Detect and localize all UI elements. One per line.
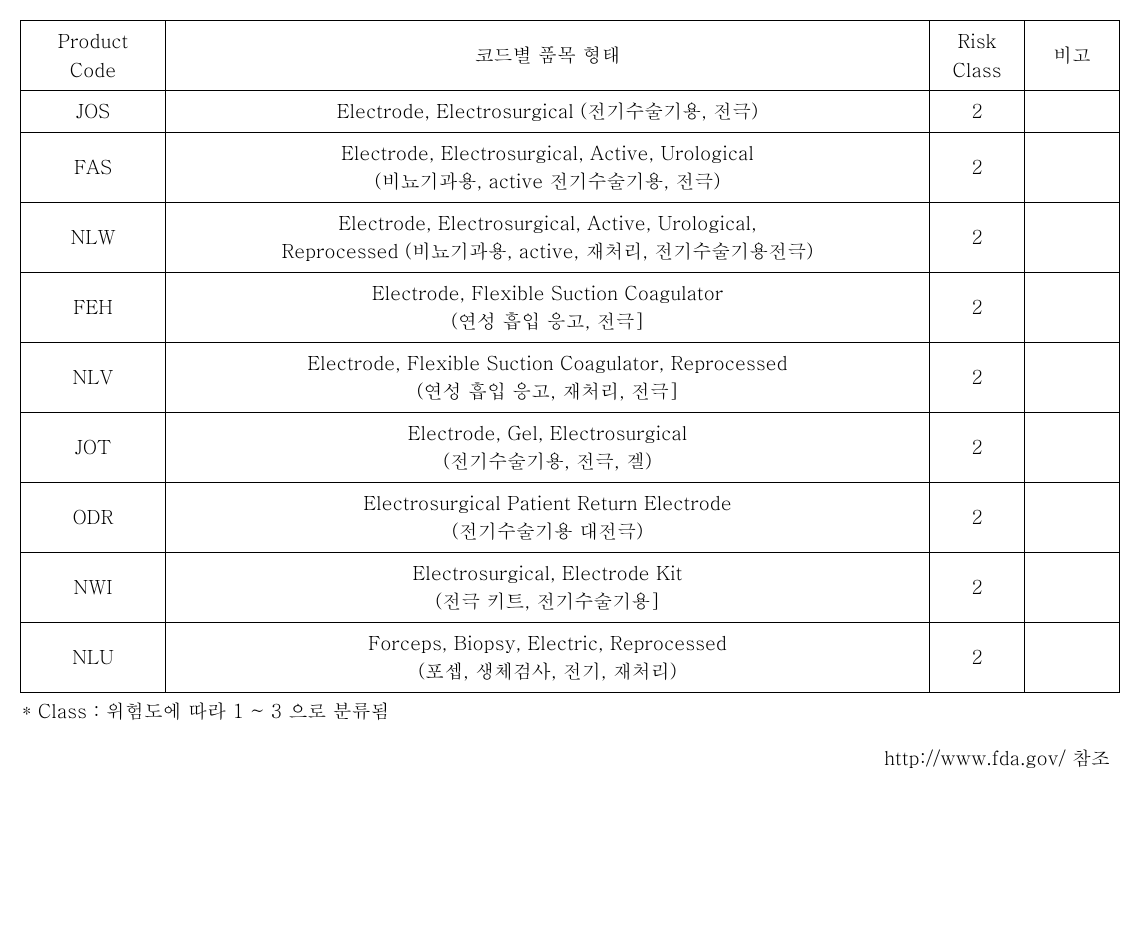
cell-note bbox=[1025, 552, 1120, 622]
cell-risk: 2 bbox=[930, 552, 1025, 622]
cell-note bbox=[1025, 91, 1120, 133]
cell-risk: 2 bbox=[930, 622, 1025, 692]
cell-note bbox=[1025, 132, 1120, 202]
cell-code: JOS bbox=[21, 91, 166, 133]
table-row: NLW Electrode, Electrosurgical, Active, … bbox=[21, 202, 1120, 272]
cell-desc: Electrode, Electrosurgical, Active, Urol… bbox=[166, 202, 930, 272]
table-row: NLV Electrode, Flexible Suction Coagulat… bbox=[21, 342, 1120, 412]
cell-note bbox=[1025, 622, 1120, 692]
cell-code: NWI bbox=[21, 552, 166, 622]
cell-risk: 2 bbox=[930, 132, 1025, 202]
table-row: JOS Electrode, Electrosurgical (전기수술기용, … bbox=[21, 91, 1120, 133]
cell-desc: Forceps, Biopsy, Electric, Reprocessed (… bbox=[166, 622, 930, 692]
table-row: JOT Electrode, Gel, Electrosurgical (전기수… bbox=[21, 412, 1120, 482]
header-product-code: Product Code bbox=[21, 21, 166, 91]
header-risk-class: Risk Class bbox=[930, 21, 1025, 91]
cell-risk: 2 bbox=[930, 342, 1025, 412]
cell-code: ODR bbox=[21, 482, 166, 552]
cell-risk: 2 bbox=[930, 91, 1025, 133]
cell-risk: 2 bbox=[930, 412, 1025, 482]
table-row: FEH Electrode, Flexible Suction Coagulat… bbox=[21, 272, 1120, 342]
cell-code: NLW bbox=[21, 202, 166, 272]
cell-desc: Electrode, Flexible Suction Coagulator, … bbox=[166, 342, 930, 412]
cell-note bbox=[1025, 342, 1120, 412]
header-description: 코드별 품목 형태 bbox=[166, 21, 930, 91]
cell-desc: Electrode, Gel, Electrosurgical (전기수술기용,… bbox=[166, 412, 930, 482]
table-row: FAS Electrode, Electrosurgical, Active, … bbox=[21, 132, 1120, 202]
cell-risk: 2 bbox=[930, 482, 1025, 552]
cell-code: NLU bbox=[21, 622, 166, 692]
cell-note bbox=[1025, 482, 1120, 552]
cell-note bbox=[1025, 202, 1120, 272]
table-header-row: Product Code 코드별 품목 형태 Risk Class 비고 bbox=[21, 21, 1120, 91]
header-note: 비고 bbox=[1025, 21, 1120, 91]
table-row: NLU Forceps, Biopsy, Electric, Reprocess… bbox=[21, 622, 1120, 692]
cell-desc: Electrode, Electrosurgical (전기수술기용, 전극) bbox=[166, 91, 930, 133]
cell-code: FAS bbox=[21, 132, 166, 202]
footnote-text: * Class : 위험도에 따라 1 ~ 3 으로 분류됨 bbox=[20, 697, 1120, 724]
source-text: http://www.fda.gov/ 참조 bbox=[20, 744, 1120, 771]
cell-risk: 2 bbox=[930, 202, 1025, 272]
cell-desc: Electrosurgical, Electrode Kit (전극 키트, 전… bbox=[166, 552, 930, 622]
cell-risk: 2 bbox=[930, 272, 1025, 342]
cell-note bbox=[1025, 412, 1120, 482]
cell-desc: Electrosurgical Patient Return Electrode… bbox=[166, 482, 930, 552]
table-row: NWI Electrosurgical, Electrode Kit (전극 키… bbox=[21, 552, 1120, 622]
cell-note bbox=[1025, 272, 1120, 342]
cell-code: JOT bbox=[21, 412, 166, 482]
cell-code: FEH bbox=[21, 272, 166, 342]
cell-desc: Electrode, Flexible Suction Coagulator (… bbox=[166, 272, 930, 342]
product-code-table: Product Code 코드별 품목 형태 Risk Class 비고 JOS… bbox=[20, 20, 1120, 693]
cell-code: NLV bbox=[21, 342, 166, 412]
table-row: ODR Electrosurgical Patient Return Elect… bbox=[21, 482, 1120, 552]
cell-desc: Electrode, Electrosurgical, Active, Urol… bbox=[166, 132, 930, 202]
